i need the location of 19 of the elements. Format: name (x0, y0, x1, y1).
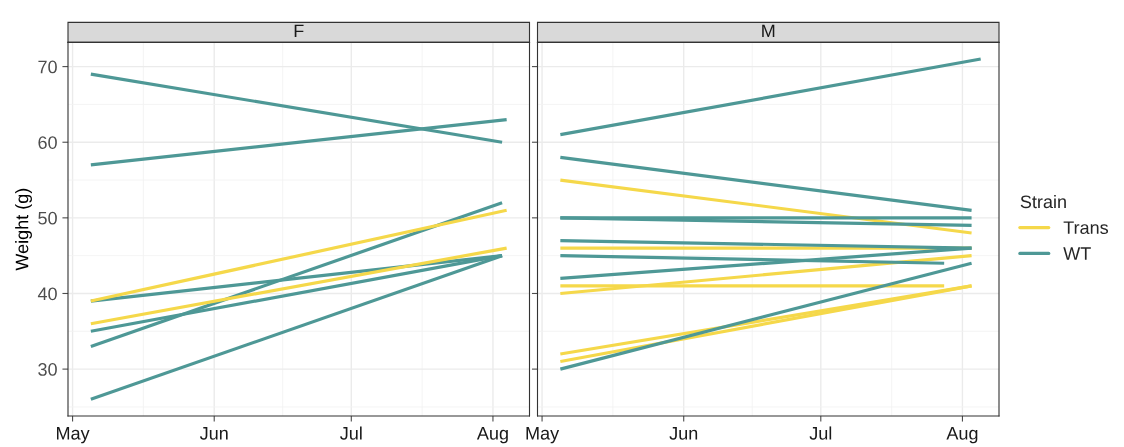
x-tick-label: May (57, 427, 90, 444)
chart-title: M (762, 24, 775, 38)
legend-label: WT (1063, 247, 1091, 260)
x-tick-label: Jun (669, 427, 698, 440)
y-axis-title: Weight (g) (15, 188, 32, 271)
x-tick-label: Aug (476, 427, 508, 444)
y-tick-label: 60 (38, 136, 57, 149)
legend-title: Strain (1020, 194, 1066, 209)
y-tick-label: 30 (38, 363, 57, 376)
y-tick-label: 50 (38, 211, 57, 225)
x-tick-label: Aug (946, 427, 978, 444)
x-tick-label: Jun (199, 427, 228, 440)
x-tick-label: Jul (809, 426, 832, 440)
y-tick-label: 70 (38, 60, 57, 74)
y-tick-label: 40 (37, 287, 57, 301)
legend-label: Trans (1063, 221, 1109, 235)
x-tick-label: Jul (340, 426, 362, 440)
x-tick-label: May (526, 427, 560, 444)
chart-title: F (294, 24, 304, 38)
